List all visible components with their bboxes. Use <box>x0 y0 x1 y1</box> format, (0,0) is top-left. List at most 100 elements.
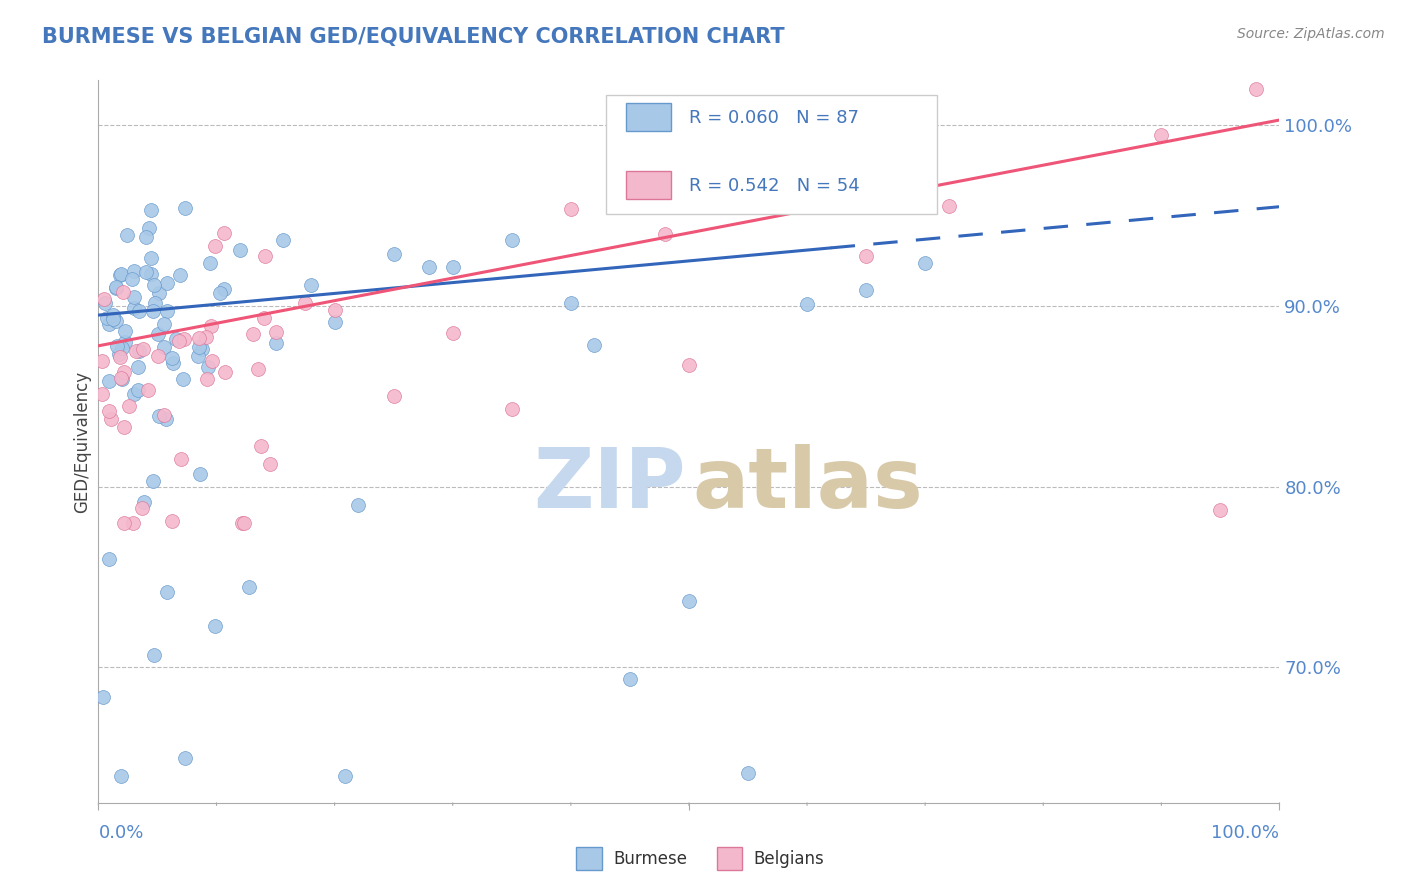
Point <box>155 304 177 318</box>
Point <box>110 769 132 783</box>
Point <box>200 353 222 368</box>
Point <box>323 315 346 329</box>
Point <box>134 495 156 509</box>
Point <box>253 311 276 326</box>
Point <box>139 267 162 281</box>
Point <box>796 296 818 310</box>
Point <box>108 268 131 282</box>
Point <box>97 374 120 388</box>
Point <box>152 318 174 332</box>
Y-axis label: GED/Equivalency: GED/Equivalency <box>73 370 91 513</box>
Point <box>335 769 357 783</box>
Point <box>155 412 177 426</box>
Point <box>97 404 120 418</box>
Point <box>583 338 606 352</box>
Point <box>98 552 121 566</box>
Point <box>124 290 146 304</box>
Text: Source: ZipAtlas.com: Source: ZipAtlas.com <box>1237 27 1385 41</box>
Point <box>110 267 132 281</box>
Point <box>153 408 176 422</box>
Point <box>112 516 135 530</box>
Point <box>143 295 166 310</box>
Point <box>105 281 128 295</box>
Point <box>103 308 125 322</box>
Point <box>347 498 370 512</box>
Point <box>259 457 281 471</box>
Point <box>165 332 187 346</box>
Point <box>188 467 211 482</box>
Point <box>938 199 960 213</box>
Point <box>737 766 759 780</box>
Point <box>91 354 114 368</box>
Point <box>250 439 273 453</box>
Point <box>122 264 145 278</box>
Point <box>111 372 134 386</box>
Point <box>114 324 136 338</box>
Point <box>156 585 179 599</box>
Point <box>91 690 114 704</box>
Point <box>294 296 316 310</box>
Point <box>441 326 464 340</box>
Point <box>128 304 150 318</box>
Point <box>1150 128 1173 143</box>
Text: BURMESE VS BELGIAN GED/EQUIVALENCY CORRELATION CHART: BURMESE VS BELGIAN GED/EQUIVALENCY CORRE… <box>42 27 785 46</box>
Point <box>110 342 132 356</box>
Point <box>121 271 143 285</box>
Point <box>678 359 700 373</box>
Point <box>188 331 211 345</box>
Point <box>142 304 165 318</box>
Point <box>187 340 209 354</box>
Point <box>214 365 236 379</box>
Point <box>128 343 150 358</box>
Point <box>105 314 128 328</box>
Point <box>124 387 146 401</box>
Point <box>418 260 440 274</box>
Point <box>115 228 138 243</box>
Text: Belgians: Belgians <box>754 850 824 868</box>
Point <box>382 247 405 261</box>
Point <box>1244 82 1267 96</box>
Point <box>254 249 277 263</box>
Point <box>299 277 322 292</box>
Point <box>162 351 184 366</box>
Point <box>153 339 176 353</box>
Point <box>110 371 132 385</box>
Point <box>105 280 128 294</box>
Point <box>91 386 114 401</box>
Point <box>214 226 236 240</box>
Text: R = 0.060   N = 87: R = 0.060 N = 87 <box>689 109 859 127</box>
Point <box>212 282 235 296</box>
Point <box>162 356 184 370</box>
Point <box>264 336 287 351</box>
Point <box>101 312 124 326</box>
Text: 100.0%: 100.0% <box>1212 824 1279 842</box>
Point <box>737 162 759 177</box>
Point <box>148 286 170 301</box>
Point <box>194 330 217 344</box>
Point <box>131 342 153 356</box>
Point <box>678 594 700 608</box>
Point <box>172 372 194 386</box>
Point <box>169 268 191 282</box>
Point <box>143 278 166 293</box>
Point <box>173 751 195 765</box>
Point <box>136 383 159 397</box>
Point <box>1209 502 1232 516</box>
Point <box>112 365 135 379</box>
Point <box>96 310 118 325</box>
Point <box>118 399 141 413</box>
Point <box>139 202 162 217</box>
Point <box>135 230 157 244</box>
Point <box>187 349 209 363</box>
Point <box>156 276 179 290</box>
FancyBboxPatch shape <box>606 95 936 214</box>
Point <box>135 265 157 279</box>
Point <box>122 301 145 316</box>
Point <box>190 342 212 356</box>
Point <box>855 283 877 297</box>
Point <box>162 515 184 529</box>
Point <box>619 672 641 686</box>
Point <box>501 402 523 417</box>
Point <box>142 648 165 662</box>
FancyBboxPatch shape <box>626 103 671 131</box>
